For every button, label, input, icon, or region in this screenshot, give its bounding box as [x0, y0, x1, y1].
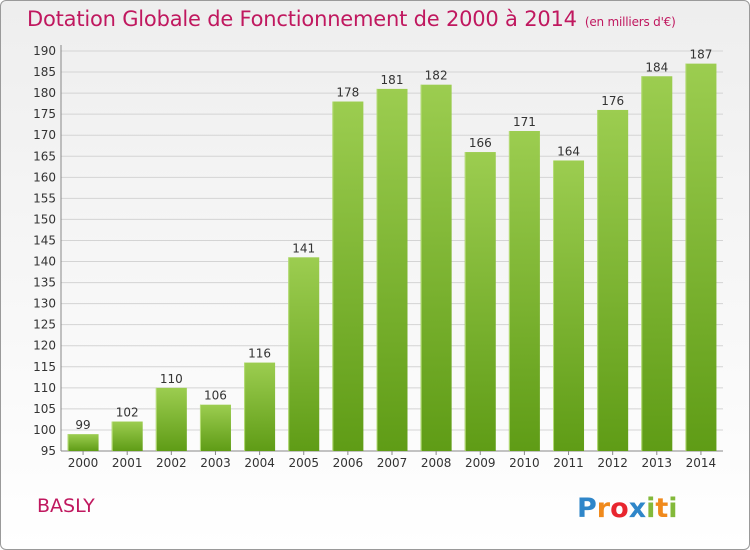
y-tick-label: 190 [33, 44, 56, 58]
value-label-2013: 184 [645, 60, 668, 74]
chart-unit: (en milliers d'€) [584, 15, 676, 29]
y-tick-label: 185 [33, 65, 56, 79]
commune-name: BASLY [37, 495, 95, 517]
x-tick-label-2010: 2010 [509, 456, 540, 470]
value-label-2012: 176 [601, 94, 624, 108]
x-tick-label-2000: 2000 [68, 456, 99, 470]
bar-2000 [67, 434, 99, 451]
bar-2003 [199, 404, 231, 451]
x-tick-label-2002: 2002 [156, 456, 187, 470]
value-label-2014: 187 [689, 48, 712, 62]
bar-2012 [597, 109, 629, 452]
y-tick-label: 100 [33, 423, 56, 437]
x-tick-label-2004: 2004 [244, 456, 275, 470]
bar-2010 [508, 131, 540, 451]
bar-2007 [376, 88, 408, 451]
svg-text:Proxiti: Proxiti [577, 493, 678, 524]
value-label-2008: 182 [425, 69, 448, 83]
x-tick-label-2014: 2014 [686, 456, 717, 470]
value-label-2011: 164 [557, 144, 580, 158]
y-tick-label: 130 [33, 297, 56, 311]
bar-2002 [155, 387, 187, 451]
value-label-2004: 116 [248, 347, 271, 361]
bars [67, 63, 717, 452]
y-tick-label: 145 [33, 233, 56, 247]
x-tick-label-2001: 2001 [112, 456, 143, 470]
labels: 95 100 105 110 115 120 125 130 135 140 145 150 155 16… [33, 44, 716, 470]
y-tick-label: 175 [33, 107, 56, 121]
bar-2001 [111, 421, 143, 451]
bar-2011 [553, 160, 585, 451]
x-tick-label-2006: 2006 [333, 456, 364, 470]
y-tick-label: 120 [33, 339, 56, 353]
bar-2005 [288, 257, 320, 451]
y-tick-label: 125 [33, 318, 56, 332]
value-label-2000: 99 [75, 418, 90, 432]
x-tick-label-2008: 2008 [421, 456, 452, 470]
x-tick-label-2013: 2013 [642, 456, 673, 470]
bar-2004 [244, 362, 276, 451]
y-tick-label: 135 [33, 276, 56, 290]
y-tick-label: 170 [33, 128, 56, 142]
y-tick-label: 110 [33, 381, 56, 395]
value-label-2003: 106 [204, 389, 227, 403]
chart-title: Dotation Globale de Fonctionnement de 20… [27, 7, 676, 31]
value-label-2010: 171 [513, 115, 536, 129]
x-tick-label-2003: 2003 [200, 456, 231, 470]
y-tick-label: 160 [33, 170, 56, 184]
x-tick-label-2011: 2011 [553, 456, 584, 470]
y-tick-label: 155 [33, 191, 56, 205]
x-tick-label-2009: 2009 [465, 456, 496, 470]
bar-2013 [641, 76, 673, 452]
value-label-2009: 166 [469, 136, 492, 150]
value-label-2002: 110 [160, 372, 183, 386]
bar-2006 [332, 101, 364, 452]
bar-2008 [420, 84, 452, 452]
proxiti-logo: Proxiti [577, 493, 678, 524]
y-tick-label: 95 [41, 444, 56, 458]
chart-title-text: Dotation Globale de Fonctionnement de 20… [27, 7, 577, 31]
bar-2014 [685, 63, 717, 451]
value-label-2005: 141 [292, 241, 315, 255]
y-tick-label: 165 [33, 149, 56, 163]
y-tick-label: 180 [33, 86, 56, 100]
value-label-2001: 102 [116, 406, 139, 420]
y-tick-label: 115 [33, 360, 56, 374]
value-label-2007: 181 [381, 73, 404, 87]
bar-2009 [464, 152, 496, 452]
x-tick-label-2012: 2012 [597, 456, 628, 470]
x-tick-label-2005: 2005 [288, 456, 319, 470]
x-tick-label-2007: 2007 [377, 456, 408, 470]
y-tick-label: 150 [33, 212, 56, 226]
value-label-2006: 178 [336, 86, 359, 100]
y-tick-label: 105 [33, 402, 56, 416]
y-tick-label: 140 [33, 255, 56, 269]
